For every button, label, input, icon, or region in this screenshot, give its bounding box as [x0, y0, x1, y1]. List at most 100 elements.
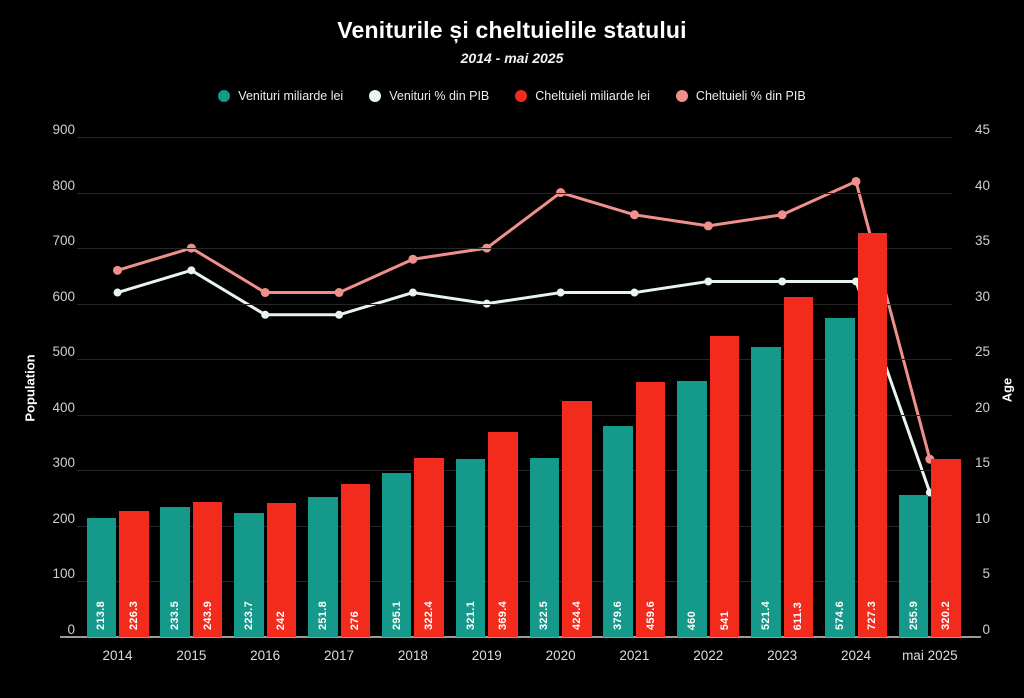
x-axis-label: 2016: [250, 648, 281, 663]
legend-item-cheltuieli-pct[interactable]: Cheltuieli % din PIB: [675, 89, 806, 103]
bar-cheltuieli-2016: 242: [266, 502, 297, 637]
bar-venituri-2015: 233.5: [160, 507, 190, 637]
x-axis-label: 2019: [471, 648, 502, 663]
gridline: [77, 303, 952, 305]
x-axis-label: 2015: [176, 648, 207, 663]
bar-value-label: 320.2: [940, 600, 953, 630]
legend-item-label: Cheltuieli % din PIB: [695, 89, 806, 103]
bar-cheltuieli-2024: 727.3: [857, 232, 887, 637]
y-axis-tick-left: 900: [52, 122, 75, 137]
x-axis-label: 2024: [840, 648, 872, 663]
bar-cheltuieli-2015: 243.9: [192, 501, 223, 637]
bar-cheltuieli-2023: 611.3: [783, 297, 814, 637]
legend-item-venituri-bars[interactable]: Venituri miliarde lei: [218, 89, 343, 103]
y-axis-tick-right: 25: [974, 344, 990, 360]
bar-value-label: 255.9: [907, 600, 920, 630]
legend-item-label: Venituri miliarde lei: [238, 89, 344, 103]
y-axis-tick-right: 35: [974, 233, 990, 249]
x-axis-label: 2022: [693, 648, 724, 663]
legend-swatch-icon: [675, 90, 688, 102]
gridline: [77, 137, 952, 138]
line-point: [113, 288, 122, 297]
y-axis-tick-right: 40: [974, 177, 990, 193]
bar-value-label: 521.4: [759, 600, 772, 630]
bar-value-label: 379.6: [612, 600, 625, 630]
line-point: [703, 221, 713, 231]
bar-value-label: 251.8: [316, 600, 329, 630]
bar-value-label: 243.9: [201, 600, 214, 630]
y-axis-tick-left: 800: [52, 177, 75, 193]
x-axis-label: 2021: [619, 648, 650, 663]
y-axis-tick-left: 700: [52, 233, 75, 249]
bar-cheltuieli-2017: 276: [340, 483, 371, 637]
legend-swatch-icon: [218, 90, 231, 102]
bar-value-label: 460: [686, 610, 699, 630]
x-axis-label: 2023: [767, 648, 798, 663]
legend-item-label: Cheltuieli miliarde lei: [535, 89, 650, 103]
x-axis-label: 2014: [102, 648, 133, 663]
legend-swatch-icon: [515, 90, 528, 102]
bar-value-label: 295.1: [390, 600, 403, 630]
bar-value-label: 276: [349, 610, 362, 630]
bar-venituri-2021: 379.6: [603, 426, 633, 637]
bar-value-label: 223.7: [242, 600, 255, 630]
bar-value-label: 424.4: [570, 600, 583, 630]
line-point: [261, 310, 270, 319]
bar-venituri-2022: 460: [677, 381, 707, 637]
line-point: [334, 288, 344, 298]
bar-cheltuieli-mai-2025: 320.2: [931, 459, 961, 637]
line-point: [113, 265, 122, 275]
bar-venituri-2017: 251.8: [308, 497, 338, 637]
y-axis-tick-left: 400: [52, 399, 75, 415]
y-axis-tick-right: 15: [974, 455, 990, 471]
line-point: [629, 210, 639, 220]
legend-item-venituri-pct[interactable]: Venituri % din PIB: [369, 89, 489, 103]
legend-item-cheltuieli-bars[interactable]: Cheltuieli miliarde lei: [515, 89, 650, 103]
bar-value-label: 611.3: [792, 601, 805, 630]
bar-value-label: 242: [275, 610, 288, 630]
chart-subtitle: 2014 - mai 2025: [460, 50, 564, 66]
bar-cheltuieli-2014: 226.3: [119, 511, 149, 637]
bar-cheltuieli-2019: 369.4: [488, 431, 518, 637]
y-axis-tick-left: 0: [67, 622, 75, 637]
line-point: [630, 288, 639, 297]
gridline: [77, 248, 952, 250]
bar-venituri-mai-2025: 255.9: [898, 494, 929, 637]
bar-cheltuieli-2020: 424.4: [562, 401, 592, 637]
line-point: [408, 254, 418, 264]
bar-value-label: 369.4: [497, 600, 509, 630]
line-point: [777, 210, 787, 220]
line-point: [260, 288, 270, 298]
y-axis-tick-left: 100: [52, 566, 75, 582]
line-point: [704, 277, 713, 286]
gridline: [77, 414, 952, 416]
bar-venituri-2018: 295.1: [381, 473, 412, 637]
bar-value-label: 233.5: [169, 600, 182, 630]
y-axis-tick-left: 200: [52, 510, 75, 526]
bar-value-label: 321.1: [464, 600, 477, 630]
gridline: [77, 359, 952, 361]
y-axis-tick-right: 20: [974, 399, 990, 415]
bar-venituri-2014: 213.8: [86, 518, 116, 637]
y-axis-tick-left: 600: [52, 288, 75, 304]
x-axis-label: mai 2025: [902, 648, 958, 663]
line-point: [851, 176, 861, 186]
bar-venituri-2023: 521.4: [751, 347, 781, 637]
x-axis-line: [60, 636, 981, 638]
bar-cheltuieli-2022: 541: [709, 336, 740, 637]
y-axis-tick-right: 5: [982, 566, 990, 582]
bar-value-label: 541: [718, 610, 731, 630]
y-axis-tick-right: 0: [982, 622, 990, 637]
y-axis-tick-left: 300: [52, 455, 75, 471]
bar-venituri-2020: 322.5: [529, 457, 560, 637]
bar-value-label: 322.5: [538, 600, 551, 630]
legend-swatch-icon: [369, 90, 382, 102]
right-axis-title: Age: [999, 377, 1015, 403]
x-axis-label: 2020: [545, 648, 576, 663]
bar-venituri-2019: 321.1: [455, 458, 486, 637]
y-axis-tick-right: 45: [974, 122, 990, 137]
line-point: [335, 310, 344, 319]
bar-value-label: 727.3: [866, 600, 879, 630]
